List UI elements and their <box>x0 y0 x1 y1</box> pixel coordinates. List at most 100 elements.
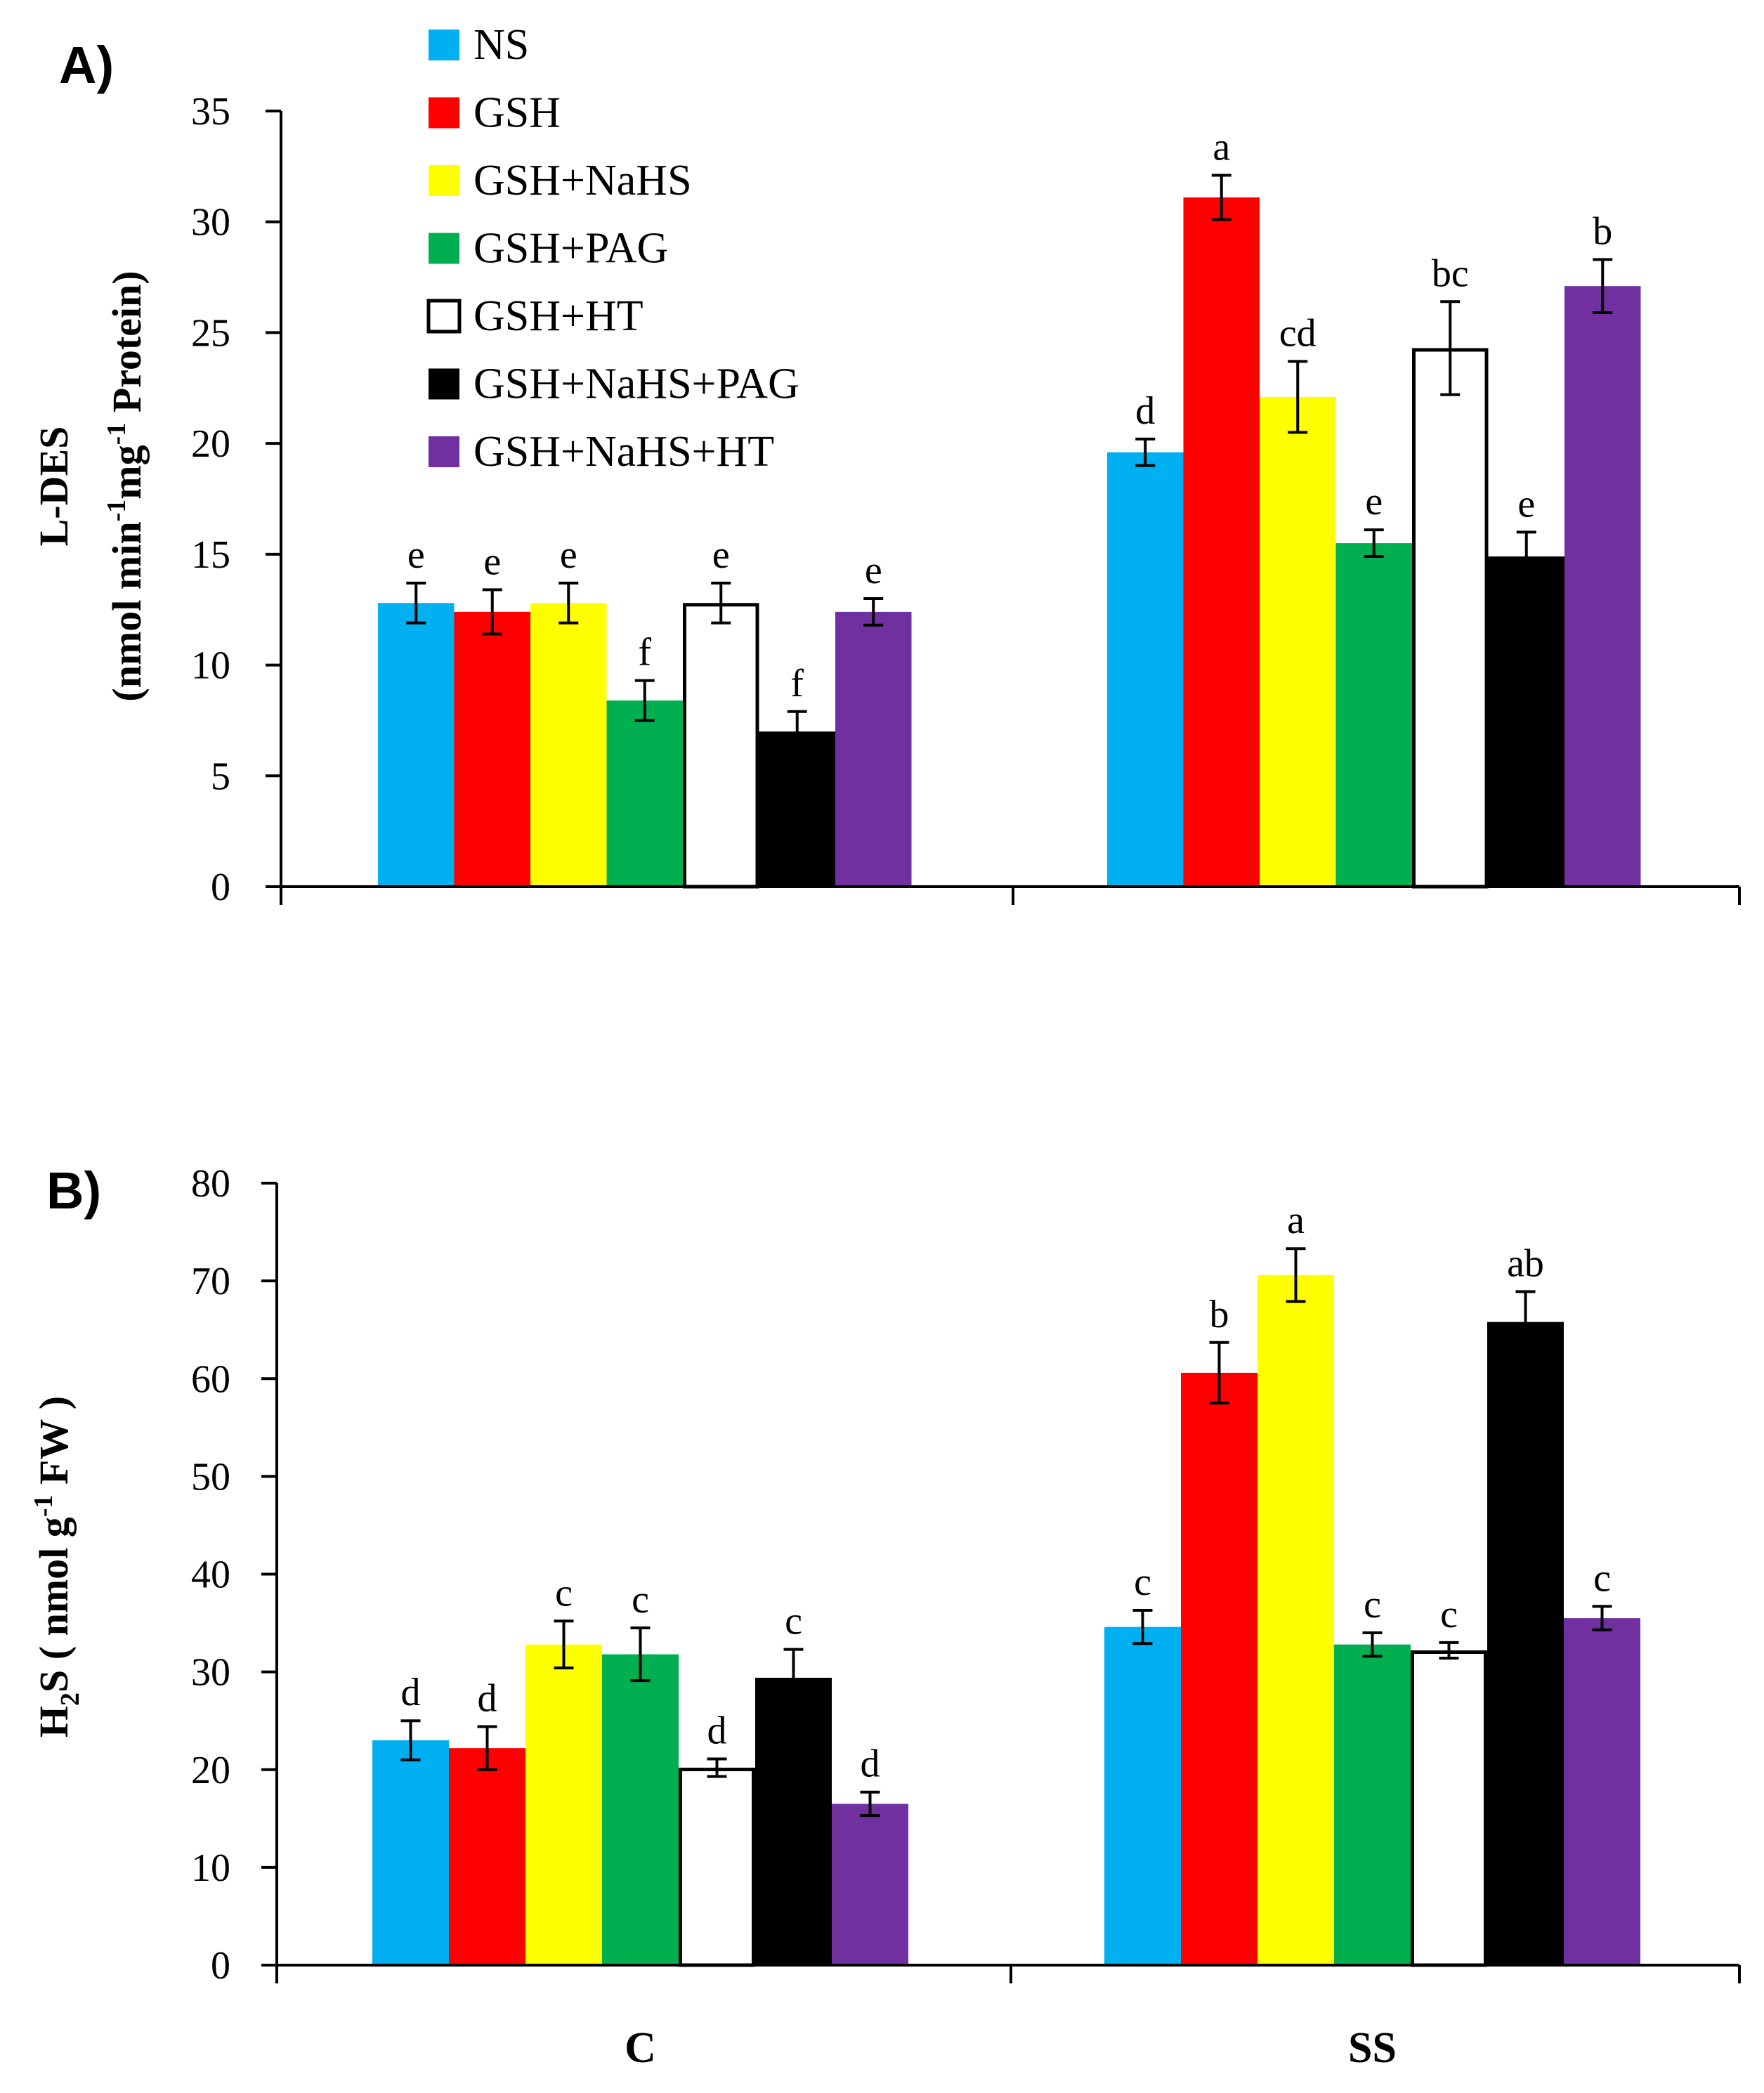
legend: NS GSH GSH+NaHS GSH+PAG GSH+HT GSH+NaHS+PAG GS… <box>426 21 799 476</box>
panel-b-bars <box>372 1274 1640 1967</box>
significance-letter: b <box>1210 1293 1229 1336</box>
panel-b-label: B) <box>46 1161 101 1220</box>
significance-letter: bc <box>1432 252 1469 295</box>
category-label: C <box>625 2024 656 2072</box>
panel-b-letters: d c d b c a c c d c c ab d c <box>401 1199 1611 1786</box>
panel-a-label: A) <box>59 36 114 94</box>
legend-swatch <box>429 368 459 400</box>
bar <box>454 611 530 887</box>
panel-a-error-bars <box>406 174 1613 753</box>
significance-letter: c <box>1440 1593 1458 1636</box>
bar <box>1107 452 1184 887</box>
y-tick-label: 30 <box>191 201 230 244</box>
panel-a-y-title-line1: L-DES <box>31 426 77 547</box>
y-tick-label: 15 <box>191 533 230 577</box>
y-tick-label: 60 <box>191 1357 230 1401</box>
legend-swatch <box>429 165 459 196</box>
significance-letter: c <box>1134 1560 1151 1604</box>
bar <box>835 611 912 887</box>
y-tick-label: 80 <box>191 1162 230 1206</box>
significance-letter: ab <box>1507 1241 1544 1285</box>
y-tick-label: 10 <box>191 644 230 688</box>
bar <box>1181 1372 1257 1965</box>
significance-letter: d <box>707 1709 727 1752</box>
significance-letter: d <box>861 1742 880 1786</box>
panel-b-error-bars <box>400 1247 1612 1818</box>
bar <box>449 1748 525 1965</box>
bar <box>606 700 683 887</box>
significance-letter: f <box>790 662 804 705</box>
panel-a: A) L-DES (nmol min-1mg-1 Protein) 0 5 10 15… <box>31 36 1741 909</box>
legend-swatch <box>429 436 459 467</box>
bar <box>755 1677 832 1965</box>
significance-letter: e <box>712 533 730 577</box>
panel-a-letters: e d e a e cd f e e bc f e e b <box>407 125 1612 705</box>
bar <box>1257 1274 1334 1965</box>
panel-a-y-axis-title: L-DES (nmol min-1mg-1 Protein) <box>31 270 150 701</box>
significance-letter: e <box>865 549 882 592</box>
bar <box>679 1767 755 1967</box>
y-tick-label: 40 <box>191 1553 230 1597</box>
legend-swatch <box>429 233 459 264</box>
legend-item: GSH+PAG <box>429 225 668 273</box>
y-tick-label: 20 <box>191 1749 230 1792</box>
significance-letter: c <box>1364 1583 1381 1626</box>
bar <box>1488 556 1564 887</box>
bar <box>1104 1626 1181 1965</box>
significance-letter: f <box>638 631 651 674</box>
bar <box>530 603 607 887</box>
y-tick-label: 0 <box>211 1944 230 1988</box>
significance-letter: d <box>401 1671 421 1714</box>
legend-label: GSH+HT <box>473 292 643 340</box>
bar <box>832 1804 908 1965</box>
legend-swatch <box>429 97 459 129</box>
bar <box>1412 348 1489 889</box>
significance-letter: c <box>785 1600 802 1643</box>
legend-item: GSH+NaHS+PAG <box>429 360 799 408</box>
bar <box>1183 197 1260 887</box>
bar <box>378 603 455 887</box>
significance-letter: e <box>1517 482 1535 526</box>
bar <box>1564 1618 1640 1965</box>
y-tick-label: 20 <box>191 422 230 466</box>
bar <box>1564 286 1641 887</box>
legend-label: GSH+NaHS+HT <box>473 428 774 476</box>
panel-b-axes <box>275 1183 1741 1983</box>
bar <box>372 1740 449 1965</box>
significance-letter: e <box>1365 480 1383 523</box>
legend-item: GSH <box>429 89 561 137</box>
significance-letter: b <box>1593 209 1612 253</box>
significance-letter: e <box>483 540 501 583</box>
legend-swatch <box>426 299 462 334</box>
significance-letter: d <box>1135 389 1155 433</box>
panel-b-x-labels: C SS <box>625 2024 1397 2072</box>
legend-item: GSH+NaHS <box>429 157 692 204</box>
bar <box>1335 543 1412 887</box>
legend-item: GSH+NaHS+HT <box>429 428 774 476</box>
y-tick-label: 5 <box>211 755 230 798</box>
y-tick-label: 35 <box>191 90 230 133</box>
y-tick-label: 50 <box>191 1455 230 1499</box>
y-tick-label: 25 <box>191 311 230 355</box>
panel-a-y-ticks: 0 5 10 15 20 25 30 35 <box>191 90 281 909</box>
bar <box>1487 1322 1564 1965</box>
significance-letter: a <box>1213 125 1230 169</box>
bar <box>683 603 759 889</box>
y-tick-label: 0 <box>211 866 230 909</box>
legend-item: NS <box>429 21 529 69</box>
bar <box>602 1654 679 1965</box>
bar <box>1260 396 1336 887</box>
significance-letter: c <box>632 1578 649 1622</box>
legend-item: GSH+HT <box>426 292 643 340</box>
y-tick-label: 30 <box>191 1651 230 1695</box>
panel-b-y-ticks: 0 10 20 30 40 50 60 70 80 <box>191 1162 277 1988</box>
significance-letter: a <box>1287 1199 1305 1242</box>
panel-a-axes <box>280 111 1741 905</box>
y-tick-label: 10 <box>191 1846 230 1890</box>
legend-label: GSH <box>473 89 561 137</box>
bar <box>1334 1644 1411 1965</box>
legend-swatch <box>429 30 459 60</box>
legend-label: GSH+NaHS <box>473 157 692 204</box>
bar <box>525 1644 602 1965</box>
